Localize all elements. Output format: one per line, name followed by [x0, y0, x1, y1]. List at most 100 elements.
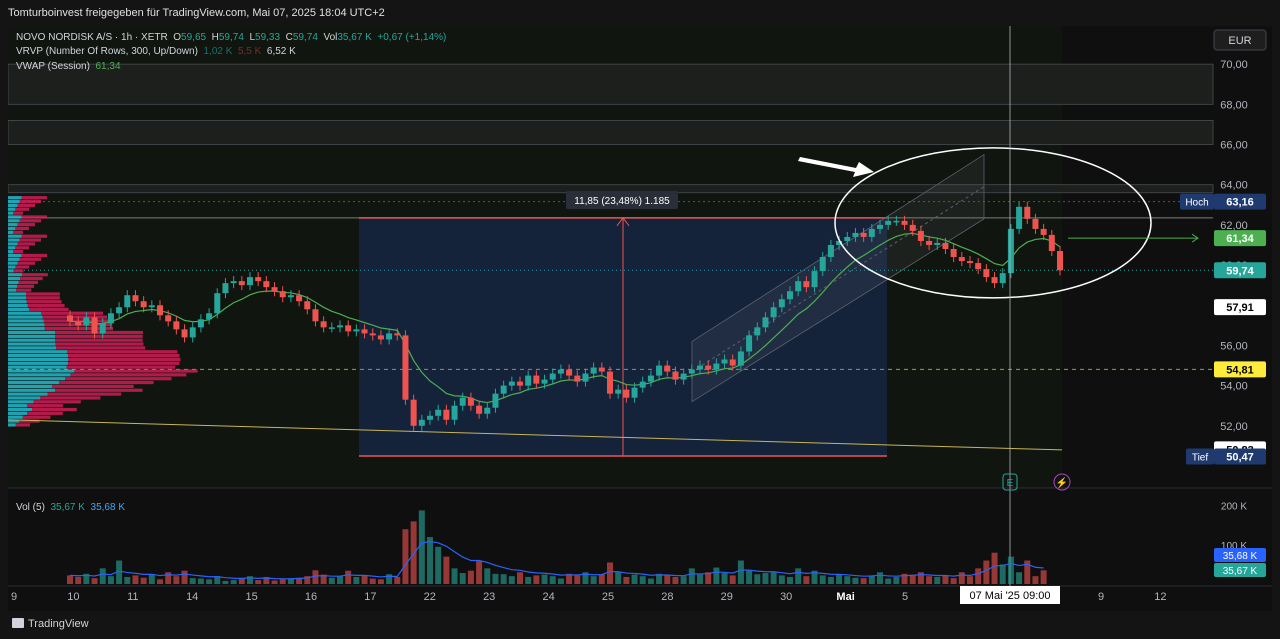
volume-bar-14: [181, 570, 188, 584]
time-tick-15: 5: [902, 591, 908, 603]
legend-vol: 35,67 K: [337, 32, 372, 43]
vrvp-row-up: [8, 303, 28, 308]
volume-bar-107: [942, 575, 949, 584]
vrvp-row-down: [18, 280, 38, 285]
chart-area[interactable]: 11,85 (23,48%) 1.185 EUR 70,00 68,00 66,00 64…: [7, 26, 1272, 611]
volume-bar-118: [1032, 576, 1039, 584]
candle-71: [647, 375, 654, 382]
volume-bar-52: [492, 573, 499, 584]
candle-49: [467, 397, 474, 406]
vrvp-row-up: [8, 357, 69, 362]
vwap-line: [69, 232, 1061, 404]
volume-bar-82: [737, 560, 744, 584]
price-label-bg-0: [1214, 193, 1266, 210]
candle-84: [754, 327, 761, 336]
price-tick-7: 56,00: [1220, 340, 1248, 352]
volume-bar-12: [165, 572, 172, 584]
candle-80: [721, 359, 728, 364]
candle-103: [909, 224, 916, 231]
annotation-arrow: [798, 157, 874, 177]
candle-35: [353, 329, 360, 332]
time-tick-2: 11: [127, 591, 138, 603]
candle-43: [418, 419, 425, 426]
candle-48: [459, 397, 466, 406]
volume-bar-43: [418, 510, 425, 584]
vrvp-row-up: [8, 330, 56, 335]
vrvp-row-down: [42, 315, 108, 319]
trend-channel: [691, 153, 985, 403]
volume-bar-109: [958, 572, 965, 584]
vrvp-row-down: [13, 230, 24, 234]
vrvp-row-up: [8, 400, 34, 404]
volume-bar-30: [312, 570, 319, 584]
volume-bar-50: [476, 560, 483, 584]
vrvp-row-up: [8, 280, 19, 285]
legend-vol-pane-b: 35,68 K: [90, 502, 125, 513]
vrvp-row-down: [55, 342, 144, 346]
candle-15: [189, 327, 196, 338]
candle-81: [729, 359, 736, 366]
time-tick-13: 30: [780, 591, 792, 603]
volume-bar-99: [877, 572, 883, 584]
legend-main: NOVO NORDISK A/S · 1h · XETR O59,65 H59,…: [16, 32, 446, 43]
volume-bar-119: [1040, 570, 1047, 584]
legend-vrvp: VRVP (Number Of Rows, 300, Up/Down) 1,02…: [16, 46, 296, 57]
candle-18: [214, 293, 221, 314]
candle-33: [337, 325, 343, 328]
candle-116: [1016, 206, 1023, 229]
vrvp-row-down: [21, 215, 47, 219]
volume-bar-42: [410, 521, 417, 584]
price-chart-svg[interactable]: 11,85 (23,48%) 1.185 EUR 70,00 68,00 66,00 64…: [7, 26, 1272, 611]
volume-ma-line: [69, 540, 1044, 580]
price-tick-0: 70,00: [1220, 59, 1248, 71]
vrvp-row-down: [55, 338, 143, 342]
candle-17: [206, 313, 213, 320]
volume-bar-48: [459, 573, 466, 584]
vrvp-row-up: [8, 384, 52, 389]
time-tick-3: 14: [186, 591, 198, 603]
volume-bar-33: [337, 576, 343, 584]
vrvp-row-up: [8, 411, 28, 415]
tradingview-logo-icon: [12, 618, 24, 628]
candle-2: [83, 317, 90, 326]
vrvp-row-down: [17, 284, 35, 288]
volume-bar-92: [819, 575, 826, 584]
candle-77: [697, 365, 703, 370]
candle-61: [566, 369, 573, 376]
volume-bar-115: [1007, 556, 1014, 584]
volume-bar-72: [656, 573, 663, 584]
vrvp-row-up: [8, 327, 45, 331]
volume-bar-97: [860, 578, 867, 584]
volume-bar-77: [697, 574, 703, 584]
candle-14: [181, 329, 188, 338]
vrvp-row-up: [8, 250, 14, 254]
candle-97: [860, 232, 867, 237]
vrvp-row-up: [8, 288, 17, 292]
tradingview-logo[interactable]: TradingView: [12, 618, 89, 630]
vrvp-row-down: [68, 353, 180, 358]
legend-o-label: O: [173, 32, 182, 43]
price-label-bg-6: [1214, 448, 1266, 465]
candle-60: [557, 369, 564, 374]
volume-bar-46: [443, 556, 450, 584]
volume-bar-9: [140, 577, 147, 584]
candle-72: [656, 365, 663, 376]
volume-bar-24: [263, 576, 270, 584]
candle-62: [574, 375, 581, 382]
time-tick-14: Mai: [836, 591, 854, 603]
candle-7: [124, 295, 131, 308]
vrvp-row-up: [8, 373, 71, 377]
vrvp-row-up: [8, 323, 45, 327]
candle-108: [950, 248, 957, 258]
volume-bar-22: [247, 576, 253, 584]
candle-23: [255, 277, 262, 282]
price-label-1: 61,34: [1226, 233, 1254, 245]
volume-bar-90: [803, 576, 810, 584]
legend-h: 59,74: [218, 32, 244, 43]
candle-67: [615, 389, 622, 394]
candle-41: [402, 335, 409, 400]
volume-bar-26: [279, 579, 286, 584]
earnings-icon-letter: E: [1007, 478, 1014, 489]
volume-bar-68: [623, 576, 630, 584]
vrvp-row-up: [8, 361, 68, 365]
